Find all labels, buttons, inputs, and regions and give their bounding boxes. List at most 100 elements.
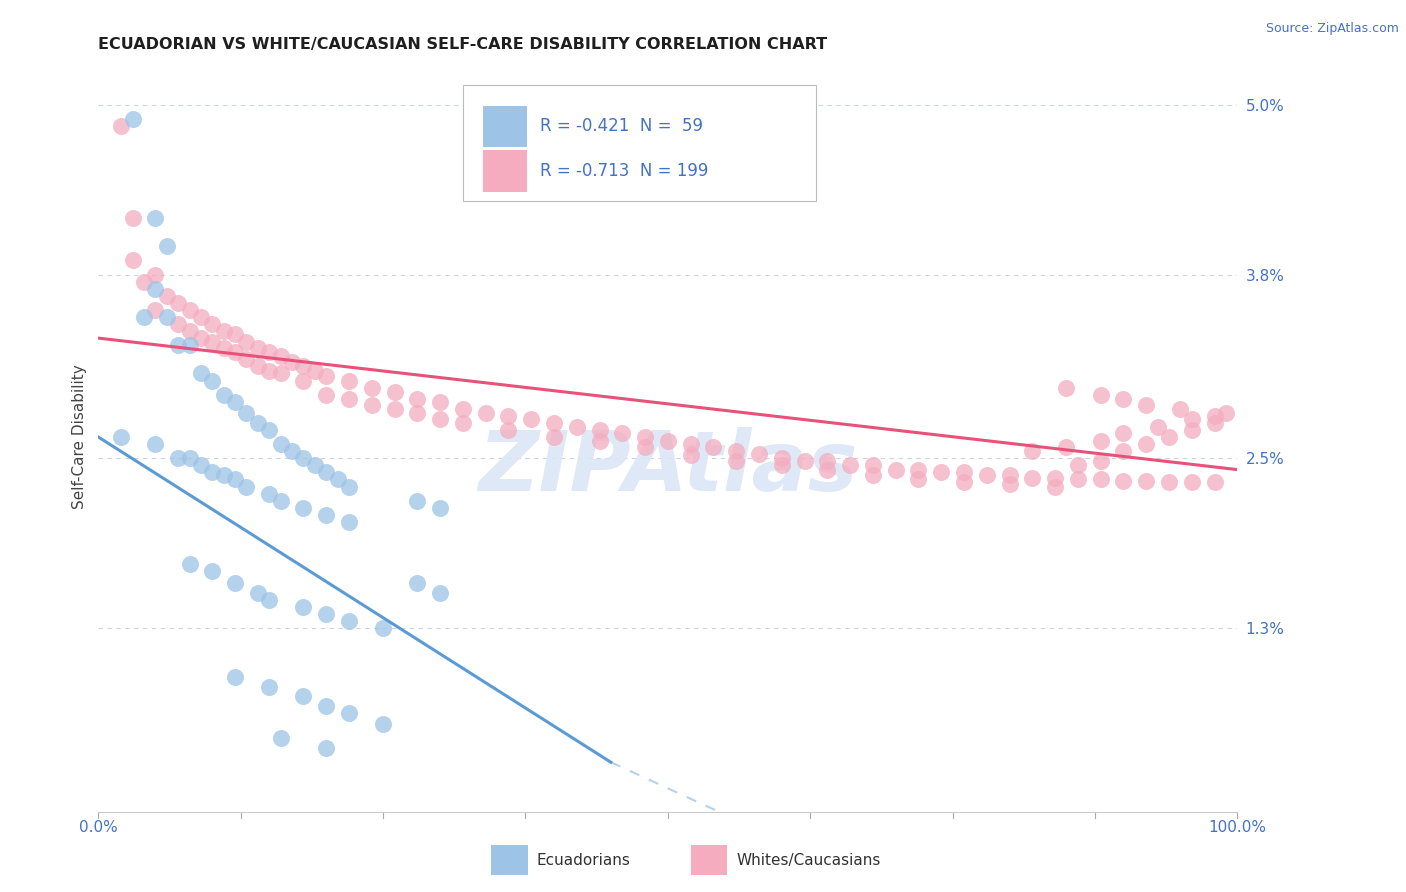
Point — [270, 350, 292, 364]
Point — [179, 302, 201, 317]
Point — [702, 440, 724, 454]
Point — [543, 416, 565, 430]
Point — [292, 359, 315, 374]
Point — [145, 302, 167, 317]
Point — [315, 387, 337, 401]
Point — [212, 468, 235, 483]
Point — [1021, 471, 1043, 485]
Point — [1090, 387, 1112, 401]
Point — [1067, 458, 1090, 473]
Point — [212, 387, 235, 401]
Point — [384, 401, 406, 416]
Point — [998, 476, 1021, 491]
Point — [1112, 392, 1135, 406]
Point — [679, 437, 702, 451]
Point — [281, 355, 304, 369]
Point — [224, 670, 246, 684]
Text: R = -0.713  N = 199: R = -0.713 N = 199 — [540, 162, 709, 180]
Point — [337, 614, 360, 628]
Point — [259, 423, 281, 437]
Point — [429, 500, 451, 515]
Point — [259, 364, 281, 378]
Point — [1043, 479, 1066, 493]
Point — [337, 479, 360, 493]
Point — [565, 420, 588, 434]
Point — [190, 331, 212, 345]
Point — [259, 345, 281, 359]
Point — [235, 406, 257, 420]
Point — [907, 473, 929, 487]
Point — [337, 392, 360, 406]
Point — [360, 381, 382, 395]
Point — [235, 352, 257, 367]
Point — [235, 335, 257, 350]
Point — [292, 599, 315, 614]
Point — [862, 468, 884, 483]
Point — [337, 706, 360, 720]
Point — [259, 592, 281, 607]
Point — [474, 406, 496, 420]
Point — [1090, 473, 1112, 487]
Point — [770, 451, 793, 466]
Point — [429, 585, 451, 599]
Point — [145, 211, 167, 225]
Bar — [484, 151, 527, 192]
Point — [976, 468, 998, 483]
Point — [953, 475, 976, 490]
Point — [201, 374, 224, 388]
Point — [1215, 406, 1237, 420]
Point — [588, 434, 610, 449]
Point — [815, 462, 838, 476]
Point — [657, 434, 679, 449]
Point — [156, 289, 179, 303]
Point — [212, 324, 235, 338]
Text: R = -0.421  N =  59: R = -0.421 N = 59 — [540, 117, 703, 135]
Point — [121, 253, 143, 268]
Point — [326, 473, 349, 487]
Point — [1021, 444, 1043, 458]
Point — [132, 275, 155, 289]
Point — [384, 384, 406, 399]
Point — [190, 310, 212, 324]
Point — [145, 268, 167, 282]
Point — [1090, 434, 1112, 449]
Point — [406, 493, 429, 508]
Point — [1146, 420, 1168, 434]
Text: ZIPAtlas: ZIPAtlas — [478, 426, 858, 508]
Point — [201, 317, 224, 331]
Point — [1056, 440, 1078, 454]
Point — [1181, 411, 1204, 425]
Point — [371, 621, 394, 635]
Point — [543, 430, 565, 444]
Point — [1204, 475, 1226, 490]
Point — [612, 425, 634, 440]
FancyBboxPatch shape — [463, 85, 815, 201]
Point — [270, 367, 292, 381]
Text: Ecuadorians: Ecuadorians — [537, 853, 631, 868]
Point — [862, 458, 884, 473]
Point — [315, 741, 337, 756]
Point — [304, 458, 326, 473]
Point — [1067, 473, 1090, 487]
Point — [121, 211, 143, 225]
Point — [270, 493, 292, 508]
Point — [520, 411, 543, 425]
Point — [292, 451, 315, 466]
Point — [201, 565, 224, 579]
Point — [929, 466, 952, 480]
Point — [201, 466, 224, 480]
Point — [212, 341, 235, 355]
Point — [451, 416, 474, 430]
Point — [1135, 437, 1157, 451]
Point — [498, 409, 520, 423]
Point — [292, 500, 315, 515]
Point — [679, 449, 702, 463]
Point — [270, 731, 292, 746]
Point — [998, 468, 1021, 483]
Point — [110, 119, 132, 133]
Point — [304, 364, 326, 378]
Point — [315, 466, 337, 480]
Point — [406, 392, 429, 406]
Point — [259, 486, 281, 500]
Point — [1181, 475, 1204, 490]
